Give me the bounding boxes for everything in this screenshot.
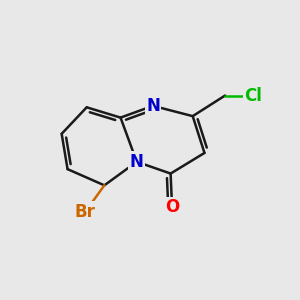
Text: N: N xyxy=(146,97,160,115)
Text: O: O xyxy=(165,198,179,216)
Text: Br: Br xyxy=(75,203,96,221)
Text: Cl: Cl xyxy=(244,86,262,104)
Text: N: N xyxy=(130,153,144,171)
